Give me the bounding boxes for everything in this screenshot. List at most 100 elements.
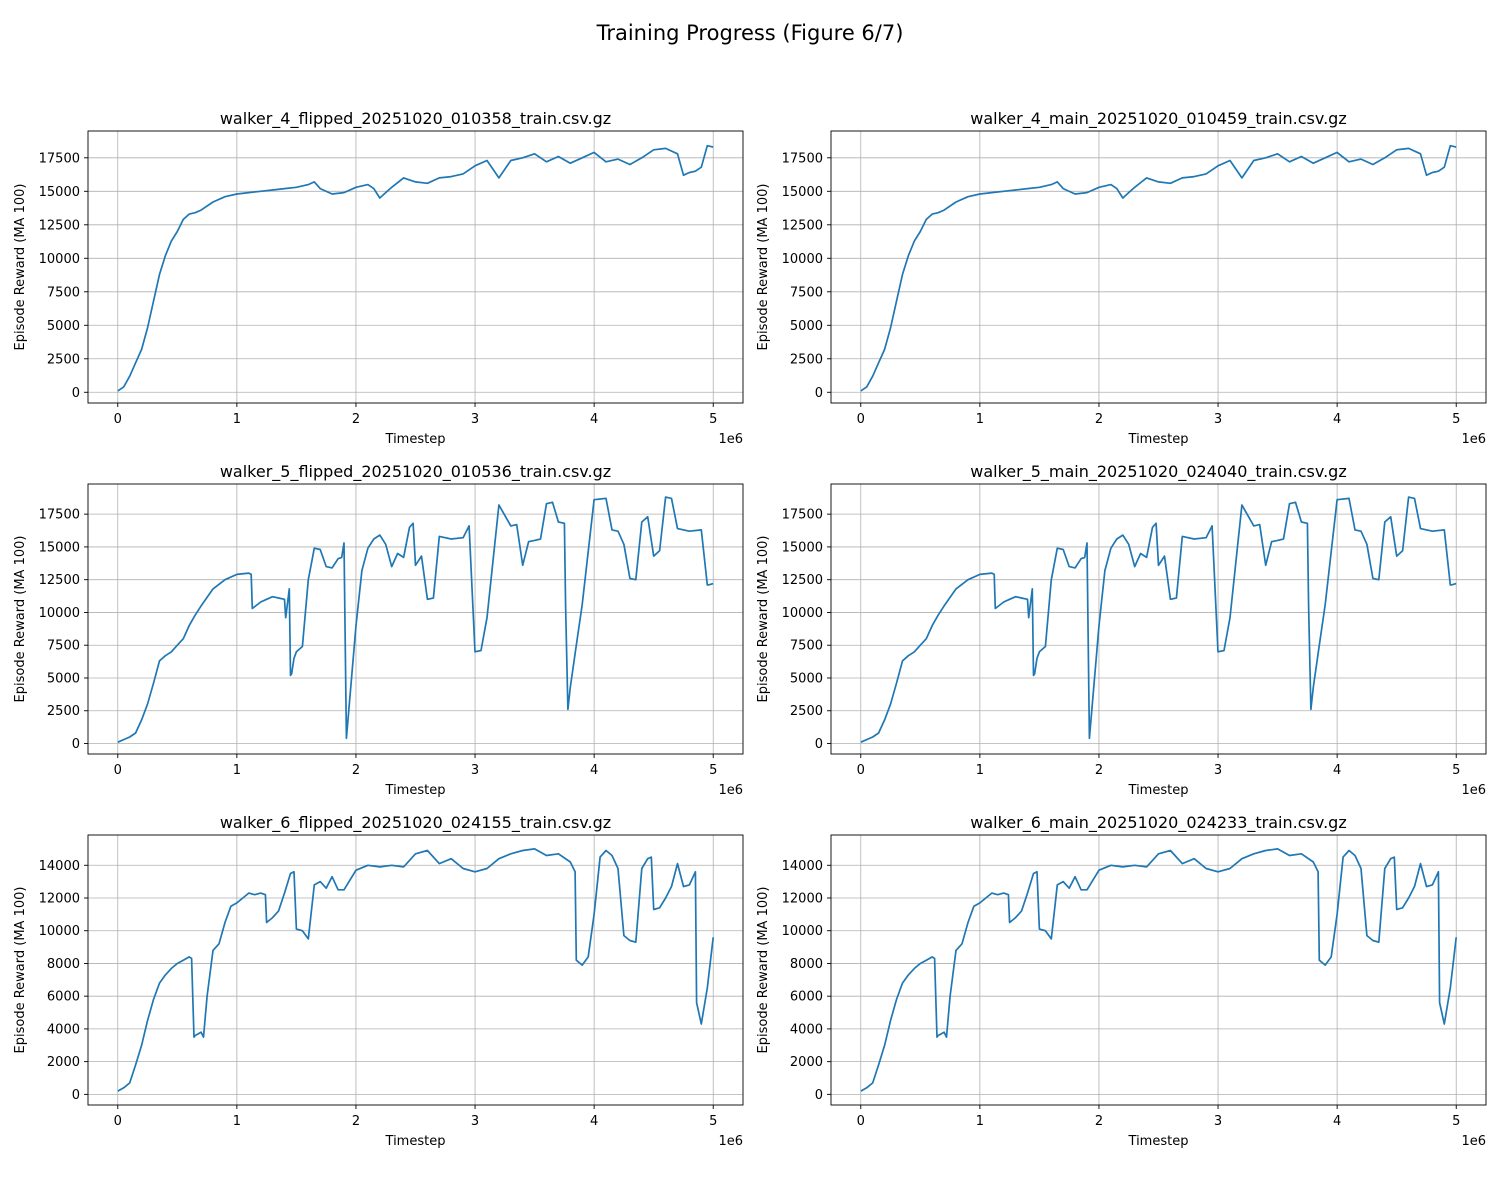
x-tick-label: 1 xyxy=(976,412,984,427)
y-axis-label: Episode Reward (MA 100) xyxy=(13,887,28,1054)
y-tick-label: 10000 xyxy=(782,924,823,939)
x-tick-label: 1 xyxy=(233,763,241,778)
x-tick-label: 2 xyxy=(1095,763,1103,778)
x-tick-label: 3 xyxy=(471,412,479,427)
x-tick-label: 3 xyxy=(1214,763,1222,778)
subplot-5: 0 1 2 3 4 5 0 2000 4000 6000 8000 10000 12000 14000 1e… xyxy=(13,813,744,1149)
y-tick-label: 10000 xyxy=(782,252,823,267)
x-tick-label: 4 xyxy=(1333,412,1341,427)
subplot-title: walker_4_flipped_20251020_010358_train.c… xyxy=(220,109,611,129)
y-tick-label: 10000 xyxy=(782,606,823,621)
x-tick-label: 5 xyxy=(709,1114,717,1129)
x-tick-label: 3 xyxy=(1214,412,1222,427)
plot-frame xyxy=(87,483,744,755)
x-tick-label: 2 xyxy=(352,1114,360,1129)
series-line xyxy=(117,848,715,1092)
x-tick-label: 4 xyxy=(1333,1114,1341,1129)
y-tick-label: 17500 xyxy=(39,151,80,166)
series-line xyxy=(860,144,1457,392)
y-tick-label: 12000 xyxy=(782,892,823,907)
figure-title: Training Progress (Figure 6/7) xyxy=(596,21,904,45)
x-tick-label: 0 xyxy=(114,412,122,427)
plot-frame xyxy=(87,130,744,404)
y-tick-label: 10000 xyxy=(39,924,80,939)
x-tick-label: 1 xyxy=(976,1114,984,1129)
y-tick-label: 17500 xyxy=(782,151,823,166)
series-line xyxy=(860,848,1458,1092)
x-tick-label: 5 xyxy=(1452,763,1460,778)
x-tick-label: 0 xyxy=(857,1114,865,1129)
x-tick-label: 1 xyxy=(233,1114,241,1129)
x-offset-label: 1e6 xyxy=(718,783,743,798)
y-tick-label: 7500 xyxy=(47,285,80,300)
y-tick-label: 4000 xyxy=(790,1022,823,1037)
series-line xyxy=(117,496,714,743)
y-tick-label: 12500 xyxy=(782,218,823,233)
y-tick-label: 5000 xyxy=(47,671,80,686)
y-tick-label: 17500 xyxy=(782,508,823,523)
y-tick-label: 0 xyxy=(815,737,823,752)
y-tick-label: 5000 xyxy=(790,671,823,686)
y-axis-label: Episode Reward (MA 100) xyxy=(756,184,771,351)
x-tick-label: 0 xyxy=(114,763,122,778)
y-tick-label: 15000 xyxy=(782,540,823,555)
subplot-grid: 0 1 2 3 4 50250050007500100001250015000175001… xyxy=(13,109,1487,1149)
subplot-title: walker_5_flipped_20251020_010536_train.c… xyxy=(220,462,611,482)
x-tick-label: 3 xyxy=(471,1114,479,1129)
y-tick-label: 0 xyxy=(815,386,823,401)
x-tick-label: 2 xyxy=(1095,412,1103,427)
x-tick-label: 4 xyxy=(590,412,598,427)
plot-frame xyxy=(830,130,1487,404)
y-tick-label: 10000 xyxy=(39,606,80,621)
x-tick-label: 4 xyxy=(590,763,598,778)
y-tick-label: 5000 xyxy=(47,319,80,334)
y-axis-label: Episode Reward (MA 100) xyxy=(13,184,28,351)
x-tick-label: 3 xyxy=(471,763,479,778)
y-tick-label: 12000 xyxy=(39,892,80,907)
y-tick-label: 4000 xyxy=(47,1022,80,1037)
y-tick-label: 0 xyxy=(72,1088,80,1103)
y-tick-label: 2500 xyxy=(47,352,80,367)
y-tick-label: 12500 xyxy=(782,573,823,588)
x-tick-label: 3 xyxy=(1214,1114,1222,1129)
y-tick-label: 0 xyxy=(72,737,80,752)
subplot-1: 0 1 2 3 4 5 0 2500 5000 7500 10000 12500 15000 17500 1… xyxy=(13,109,744,447)
subplot-title: walker_4_main_20251020_010459_train.csv.… xyxy=(970,109,1346,129)
x-tick-label: 4 xyxy=(1333,763,1341,778)
x-tick-label: 5 xyxy=(709,763,717,778)
x-tick-label: 5 xyxy=(709,412,717,427)
y-tick-label: 0 xyxy=(815,1088,823,1103)
x-axis-label: Timestep xyxy=(1128,1134,1189,1149)
y-tick-label: 15000 xyxy=(39,185,80,200)
x-axis-label: Timestep xyxy=(385,432,446,447)
x-tick-label: 1 xyxy=(233,412,241,427)
y-tick-label: 8000 xyxy=(47,957,80,972)
x-tick-label: 0 xyxy=(857,412,865,427)
x-tick-label: 0 xyxy=(857,763,865,778)
plot-frame xyxy=(830,834,1487,1106)
x-axis-label: Timestep xyxy=(1128,783,1189,798)
x-tick-label: 4 xyxy=(590,1114,598,1129)
y-tick-label: 15000 xyxy=(39,540,80,555)
y-axis-label: Episode Reward (MA 100) xyxy=(13,536,28,703)
x-tick-label: 5 xyxy=(1452,1114,1460,1129)
y-tick-label: 8000 xyxy=(790,957,823,972)
subplot-3: 0 1 2 3 4 5 0 2500 5000 7500 10000 12500 15000 17500 1… xyxy=(13,462,744,798)
x-tick-label: 0 xyxy=(114,1114,122,1129)
y-tick-label: 15000 xyxy=(782,185,823,200)
y-tick-label: 7500 xyxy=(47,639,80,654)
x-axis-label: Timestep xyxy=(385,783,446,798)
y-tick-label: 5000 xyxy=(790,319,823,334)
y-tick-label: 17500 xyxy=(39,508,80,523)
y-tick-label: 2500 xyxy=(790,352,823,367)
series-line xyxy=(860,496,1457,743)
y-tick-label: 10000 xyxy=(39,252,80,267)
y-axis-label: Episode Reward (MA 100) xyxy=(756,887,771,1054)
y-tick-label: 2500 xyxy=(790,704,823,719)
subplot-4: 0 1 2 3 4 5 0 2500 5000 7500 10000 12500 15000 17500 1… xyxy=(756,462,1487,798)
y-tick-label: 6000 xyxy=(790,990,823,1005)
y-tick-label: 6000 xyxy=(47,990,80,1005)
subplot-2: 0 1 2 3 4 5 0 2500 5000 7500 10000 12500 15000 17500 1… xyxy=(756,109,1487,447)
x-axis-label: Timestep xyxy=(1128,432,1189,447)
